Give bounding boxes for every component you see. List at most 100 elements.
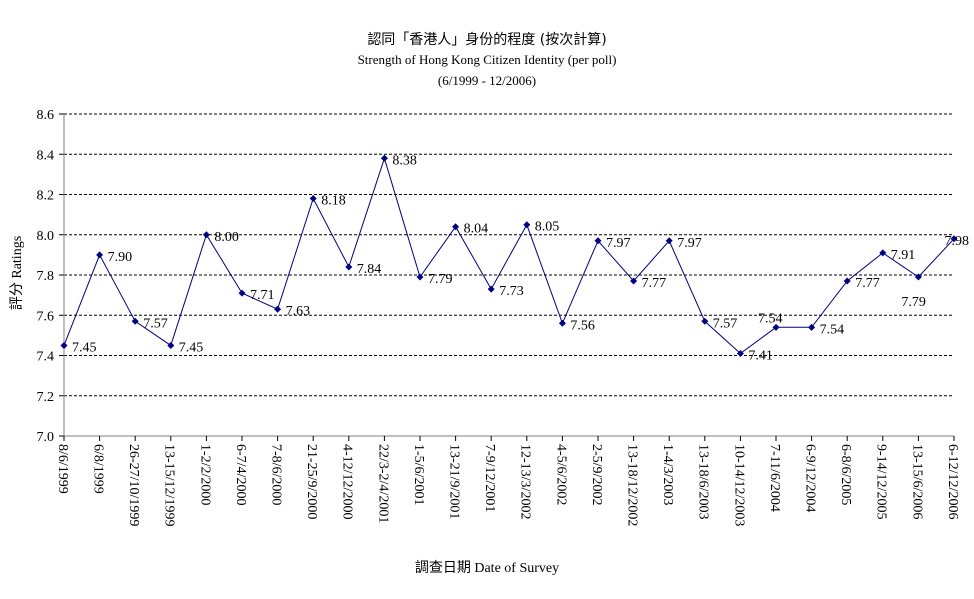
y-tick-label: 8.0 (37, 229, 55, 244)
data-label: 8.00 (214, 230, 239, 245)
data-point (665, 237, 673, 245)
data-label: 7.84 (357, 262, 382, 277)
x-tick-label: 13-18/12/2002 (625, 444, 640, 526)
y-tick-label: 8.4 (37, 148, 55, 163)
x-tick-label: 1-4/3/2003 (660, 444, 675, 505)
y-tick-label: 7.2 (37, 390, 55, 405)
data-label: 8.05 (535, 220, 560, 235)
data-point (914, 273, 922, 281)
x-tick-label: 26-27/10/1999 (126, 444, 141, 526)
x-tick-label: 6-12/12/2006 (945, 444, 960, 519)
data-label: 7.45 (179, 340, 204, 355)
chart-subtitle: Strength of Hong Kong Citizen Identity (… (357, 52, 617, 67)
data-point (380, 154, 388, 162)
x-tick-label: 13-21/9/2001 (447, 444, 462, 519)
data-label: 7.77 (855, 276, 880, 291)
data-label: 7.45 (72, 340, 97, 355)
x-axis-label-en: Date of Survey (474, 561, 560, 576)
data-point (772, 323, 780, 331)
y-tick-labels: 7.0 7.2 7.4 7.6 7.8 8.0 8.2 8.4 8.6 (37, 108, 55, 445)
x-tick-label: 1-5/6/2001 (411, 444, 426, 505)
axes (59, 113, 955, 441)
data-point (202, 231, 210, 239)
data-label: 7.77 (642, 276, 667, 291)
chart-title: 認同「香港人」身份的程度 (按次計算) (367, 32, 607, 48)
data-label: 7.79 (428, 272, 453, 287)
y-axis-label-zh: 評分 (9, 282, 25, 311)
data-point (630, 277, 638, 285)
x-tick-label: 13-18/6/2003 (696, 444, 711, 519)
data-point (950, 235, 958, 243)
data-point (452, 223, 460, 231)
x-axis-label: 調查日期 Date of Survey (0, 557, 974, 577)
x-tick-label: 12-13/3/2002 (518, 444, 533, 519)
data-label: 7.73 (499, 284, 524, 299)
data-point (60, 341, 68, 349)
x-tick-label: 4-12/12/2000 (340, 444, 355, 519)
x-tick-label: 6/8/1999 (90, 444, 105, 494)
x-tick-label: 21-25/9/2000 (304, 444, 319, 519)
x-tick-label: 7-9/12/2001 (482, 444, 497, 512)
data-label: 7.57 (143, 316, 168, 331)
x-tick-label: 8/6/1999 (55, 444, 70, 494)
data-label: 7.71 (250, 288, 275, 303)
data-point (594, 237, 602, 245)
data-point (309, 195, 317, 203)
data-point (238, 289, 246, 297)
data-point (274, 305, 282, 313)
y-tick-label: 8.2 (37, 189, 55, 204)
x-tick-label: 6-9/12/2004 (803, 444, 818, 512)
data-label: 7.79 (901, 295, 926, 310)
data-label: 7.98 (945, 234, 970, 249)
series-polyline (63, 156, 955, 355)
data-label: 7.90 (108, 250, 133, 265)
y-axis-label-en: Ratings (10, 235, 25, 279)
x-tick-label: 1-2/2/2000 (197, 444, 212, 505)
data-label: 7.41 (748, 348, 773, 363)
data-point (131, 317, 139, 325)
y-tick-label: 8.6 (37, 108, 55, 123)
y-axis-label: 評分 Ratings (6, 236, 26, 310)
gridlines (64, 113, 954, 397)
data-label: 8.38 (392, 153, 417, 168)
y-tick-label: 7.8 (37, 269, 55, 284)
x-tick-label: 9-14/12/2005 (874, 444, 889, 519)
data-label: 7.54 (820, 322, 845, 337)
x-tick-label: 13-15/12/1999 (162, 444, 177, 526)
data-point (167, 341, 175, 349)
x-tick-label: 4-5/6/2002 (553, 444, 568, 505)
chart-date-range: (6/1999 - 12/2006) (437, 73, 537, 88)
data-point (808, 323, 816, 331)
series-line (60, 154, 958, 357)
data-label: 7.56 (570, 318, 595, 333)
data-label: 8.04 (464, 222, 489, 237)
x-tick-label: 7-11/6/2004 (767, 444, 782, 512)
data-point (701, 317, 709, 325)
x-tick-label: 6-7/4/2000 (233, 444, 248, 505)
x-tick-label: 7-8/6/2000 (269, 444, 284, 505)
data-point (345, 263, 353, 271)
data-point (843, 277, 851, 285)
data-point (96, 251, 104, 259)
data-point (416, 273, 424, 281)
data-label: 7.57 (713, 316, 738, 331)
x-tick-label: 22/3-2/4/2001 (375, 444, 390, 523)
y-tick-label: 7.6 (37, 309, 55, 324)
x-tick-label: 13-15/6/2006 (909, 444, 924, 519)
x-tick-label: 10-14/12/2003 (731, 444, 746, 526)
x-tick-label: 2-5/9/2002 (589, 444, 604, 505)
data-point (879, 249, 887, 257)
data-label: 7.97 (677, 236, 702, 251)
data-point (558, 319, 566, 327)
y-tick-label: 7.4 (37, 350, 55, 365)
y-tick-label: 7.0 (37, 430, 55, 445)
data-point (523, 221, 531, 229)
data-label: 7.63 (286, 304, 311, 319)
data-label: 7.97 (606, 236, 631, 251)
data-label: 7.54 (758, 311, 783, 326)
data-point (736, 349, 744, 357)
data-label: 8.18 (321, 194, 346, 209)
x-tick-labels: 8/6/1999 6/8/1999 26-27/10/1999 13-15/12/19… (55, 444, 960, 526)
x-tick-label: 6-8/6/2005 (838, 444, 853, 505)
